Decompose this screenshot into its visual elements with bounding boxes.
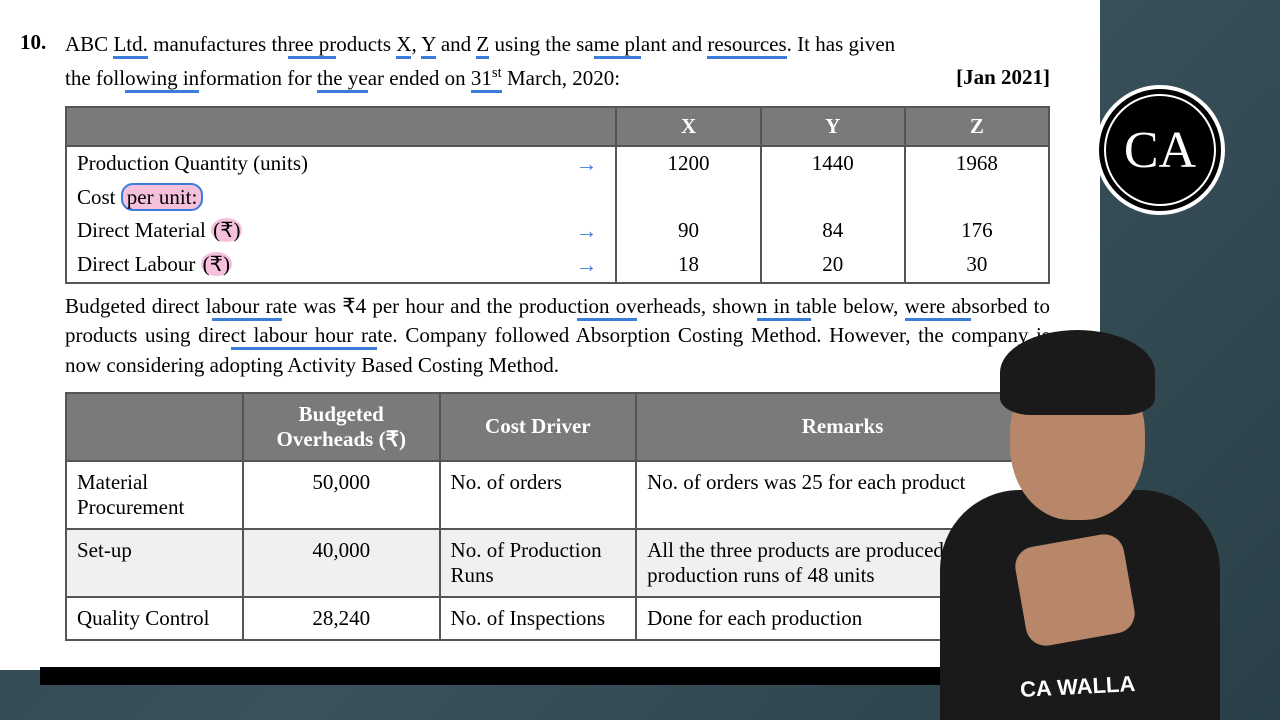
paragraph-text: Budgeted direct labour rate was ₹4 per h… xyxy=(65,292,1050,380)
table-row: Direct Labour (₹)→ 18 20 30 xyxy=(66,248,1049,283)
question-text-2: the following information for the year e… xyxy=(65,63,1050,93)
table-row: Cost per unit: xyxy=(66,181,1049,214)
exam-date-tag: [Jan 2021] xyxy=(956,63,1050,93)
table-header-row: X Y Z xyxy=(66,107,1049,146)
table-row: Quality Control 28,240 No. of Inspection… xyxy=(66,597,1049,640)
table-row: Production Quantity (units)→ 1200 1440 1… xyxy=(66,146,1049,181)
table-header-row: Budgeted Overheads (₹) Cost Driver Remar… xyxy=(66,393,1049,461)
bottom-bar xyxy=(40,667,940,685)
question-number: 10. xyxy=(20,30,65,59)
table-row: Direct Material (₹)→ 90 84 176 xyxy=(66,214,1049,248)
arrow-icon: → xyxy=(575,252,597,278)
presenter-figure: CA WALLA xyxy=(910,320,1250,720)
question-line-1: 10. ABC Ltd. manufactures three products… xyxy=(20,30,1050,59)
ca-logo-text: CA xyxy=(1104,94,1216,206)
ca-logo: CA xyxy=(1095,85,1225,215)
arrow-icon: → xyxy=(575,218,597,244)
arrow-icon: → xyxy=(575,151,597,177)
question-text-1: ABC Ltd. manufactures three products X, … xyxy=(65,30,1050,59)
overheads-table: Budgeted Overheads (₹) Cost Driver Remar… xyxy=(65,392,1050,641)
table-row: Material Procurement 50,000 No. of order… xyxy=(66,461,1049,529)
products-table: X Y Z Production Quantity (units)→ 1200 … xyxy=(65,106,1050,284)
table-row: Set-up 40,000 No. of Production Runs All… xyxy=(66,529,1049,597)
